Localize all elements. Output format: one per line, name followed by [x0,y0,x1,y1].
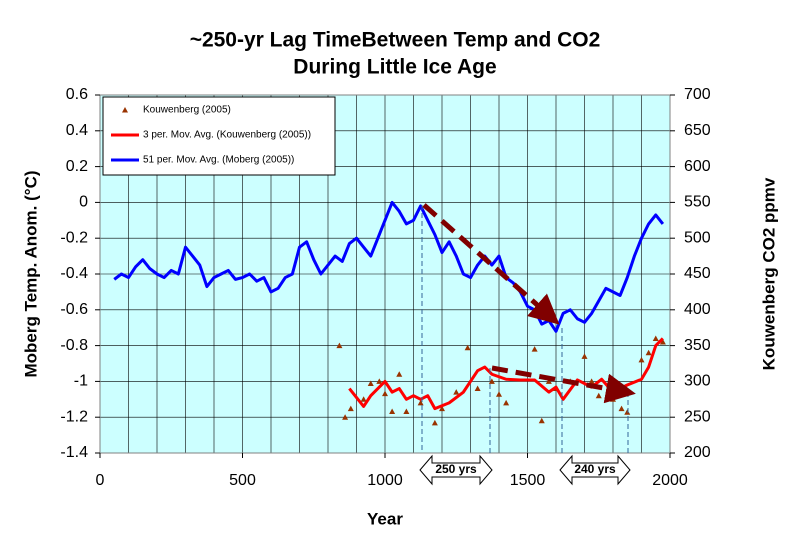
y2-axis-label: Kouwenberg CO2 ppmv [759,177,778,370]
x-tick-label: 2000 [652,472,688,489]
lag-box [559,454,631,486]
data-point [624,409,631,415]
y2-tick-label: 700 [684,86,711,103]
data-point [431,419,438,426]
y-tick-label: -0.6 [60,301,88,318]
legend-box [102,96,336,176]
data-point [531,346,538,352]
data-point [545,378,552,384]
annotation: 250 yrs [435,462,477,476]
data-point [367,380,374,387]
data-point [376,378,383,384]
y-tick-label: -1.2 [60,408,88,425]
data-point [659,339,666,345]
x-tick-label: 0 [96,472,105,489]
annotation: 240 yrs [574,462,616,476]
x-tick-label: 1500 [510,472,546,489]
data-point [474,385,481,392]
legend-label: Kouwenberg (2005) [143,105,231,116]
y2-tick-label: 300 [684,373,711,390]
legend-symbol [122,107,128,113]
data-point [581,353,588,359]
legend-label: 3 per. Mov. Avg. (Kouwenberg (2005)) [143,130,311,141]
y2-tick-label: 400 [684,301,711,318]
y-tick-label: 0 [79,194,88,211]
data-point [342,414,349,420]
data-line [113,200,665,333]
y2-tick-label: 650 [684,122,711,139]
data-point [638,356,645,363]
data-point [336,342,343,349]
data-point [396,371,403,377]
data-point [403,408,410,414]
data-point [588,378,595,384]
y2-tick-label: 550 [684,194,711,211]
y2-tick-label: 250 [684,408,711,425]
data-point [496,391,502,397]
data-point [360,396,367,402]
chart-title: ~250-yr Lag TimeBetween Temp and CO2 [190,29,601,52]
y-tick-label: 0.4 [66,122,88,139]
trend-arrow [422,203,560,325]
x-tick-label: 1000 [367,472,403,489]
data-point [652,335,659,341]
data-point [538,417,545,424]
data-point [645,349,652,356]
data-point [417,399,424,406]
y2-tick-label: 500 [684,229,711,246]
annotations: 250 yrs 240 yrs [419,203,636,486]
y2-tick-label: 450 [684,265,711,282]
y-tick-label: -1 [74,373,88,390]
y-tick-label: -0.2 [60,229,88,246]
y-tick-label: -0.8 [60,337,88,354]
data-point [488,378,495,384]
data-point [382,390,388,397]
plot-area: -1.4 -1.2 -1 -0.8 -0.6 -0.4 -0.2 0 0.2 0.4 0.6 200 2… [60,86,710,489]
y-tick-label: 0.2 [66,158,88,175]
x-axis-label: Year [367,509,403,528]
data-point [618,405,625,412]
y-tick-label: -1.4 [60,444,88,461]
data-point [347,405,354,412]
data-point [595,392,602,399]
y2-tick-label: 350 [684,337,711,354]
y2-tick-label: 200 [684,444,711,461]
data-point [503,399,510,406]
y-tick-label: -0.4 [60,265,88,282]
y2-tick-label: 600 [684,158,711,175]
x-tick-label: 500 [229,472,256,489]
data-point [464,344,471,351]
data-point [453,389,460,395]
y-axis-label: Moberg Temp. Anom. (°C) [21,170,40,377]
data-point [439,405,445,412]
legend-label: 51 per. Mov. Avg. (Moberg (2005)) [143,155,294,166]
lag-box [419,454,493,486]
data-point [389,408,396,414]
y-tick-label: 0.6 [66,86,88,103]
chart-subtitle: During Little Ice Age [293,56,496,79]
